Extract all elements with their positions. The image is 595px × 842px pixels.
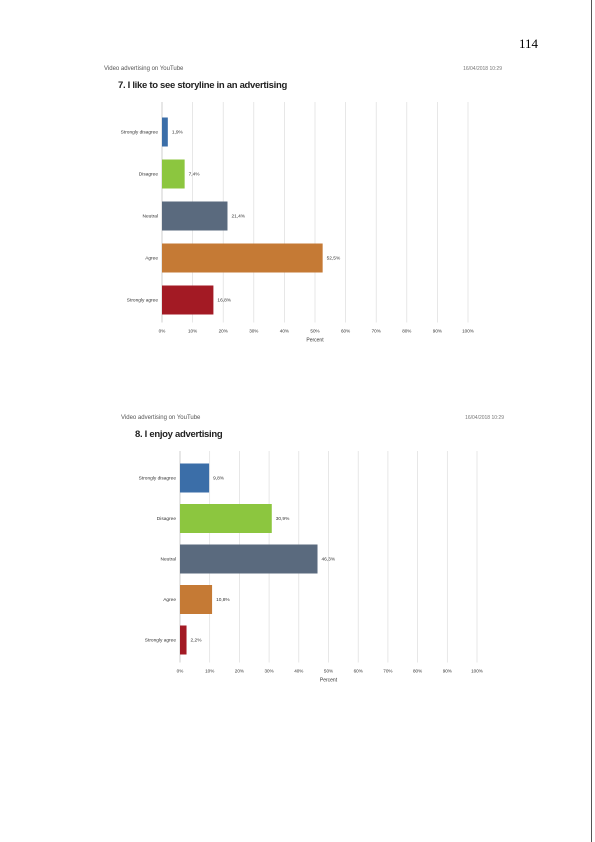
data-label: 30,9% — [276, 516, 290, 522]
x-tick-label: 10% — [205, 669, 214, 674]
bar-strongly-disagree — [180, 463, 210, 493]
x-tick-label: 20% — [235, 669, 244, 674]
x-tick-label: 80% — [402, 329, 411, 334]
x-tick-label: 60% — [341, 329, 350, 334]
bar-neutral — [162, 201, 228, 231]
category-label: Disagree — [139, 172, 159, 178]
x-tick-label: 50% — [324, 669, 333, 674]
category-label: Strongly agree — [127, 298, 159, 304]
category-label: Neutral — [143, 214, 158, 220]
category-label: Strongly disagree — [121, 130, 159, 136]
bar-disagree — [180, 504, 272, 533]
data-label: 52,5% — [327, 256, 341, 262]
category-label: Disagree — [157, 516, 177, 522]
x-tick-label: 80% — [413, 669, 422, 674]
x-tick-label: 90% — [433, 329, 442, 334]
x-tick-label: 50% — [310, 329, 319, 334]
bar-disagree — [162, 159, 185, 189]
data-label: 1,9% — [172, 130, 184, 136]
x-tick-label: 30% — [264, 669, 273, 674]
chart-block-8: Video advertising on YouTube 16/04/2018 … — [121, 415, 504, 715]
bar-agree — [162, 243, 323, 273]
chart-source-label: Video advertising on YouTube — [121, 415, 201, 421]
data-label: 9,8% — [213, 476, 225, 482]
page-edge-rule — [591, 0, 592, 842]
chart-timestamp: 16/04/2018 10:29 — [465, 415, 504, 421]
x-tick-label: 100% — [471, 669, 483, 674]
page-number: 114 — [518, 36, 538, 51]
data-label: 16,8% — [217, 298, 231, 304]
data-label: 21,4% — [231, 214, 245, 220]
chart-timestamp: 16/04/2018 10:29 — [463, 66, 502, 72]
bar-neutral — [180, 544, 318, 574]
x-tick-label: 30% — [249, 329, 258, 334]
bar-chart-8: 0% 10% 20% 30% 40% 50% 60% 70% 80% 90% 100% Percent… — [139, 451, 483, 684]
bar-strongly-agree — [180, 625, 187, 655]
chart-title: 7. I like to see storyline in an adverti… — [118, 80, 287, 91]
x-tick-label: 40% — [294, 669, 303, 674]
x-tick-label: 20% — [219, 329, 228, 334]
category-label: Agree — [163, 597, 176, 603]
x-tick-label: 70% — [383, 669, 392, 674]
x-tick-label: 90% — [443, 669, 452, 674]
category-label: Strongly disagree — [139, 476, 177, 482]
x-tick-label: 70% — [372, 329, 381, 334]
data-label: 2,2% — [191, 638, 203, 644]
x-tick-label: 60% — [354, 669, 363, 674]
chart-source-label: Video advertising on YouTube — [104, 66, 184, 72]
bar-strongly-disagree — [162, 117, 168, 147]
data-label: 10,8% — [216, 597, 230, 603]
bar-chart-7: 0% 10% 20% 30% 40% 50% 60% 70% 80% 90% 100% Percent… — [121, 102, 474, 344]
bar-strongly-agree — [162, 285, 214, 315]
chart-title: 8. I enjoy advertising — [135, 429, 223, 440]
data-label: 7,4% — [189, 172, 201, 178]
x-axis-label: Percent — [306, 338, 324, 344]
data-label: 46,3% — [322, 557, 336, 563]
x-tick-label: 0% — [177, 669, 184, 674]
bar-agree — [180, 585, 213, 614]
chart-block-7: Video advertising on YouTube 16/04/2018 … — [104, 66, 502, 366]
category-label: Strongly agree — [145, 638, 177, 644]
x-tick-label: 40% — [280, 329, 289, 334]
category-label: Neutral — [161, 557, 176, 563]
x-tick-label: 100% — [462, 329, 474, 334]
x-axis-label: Percent — [320, 678, 338, 684]
x-tick-label: 0% — [159, 329, 166, 334]
x-tick-label: 10% — [188, 329, 197, 334]
category-label: Agree — [145, 256, 158, 262]
